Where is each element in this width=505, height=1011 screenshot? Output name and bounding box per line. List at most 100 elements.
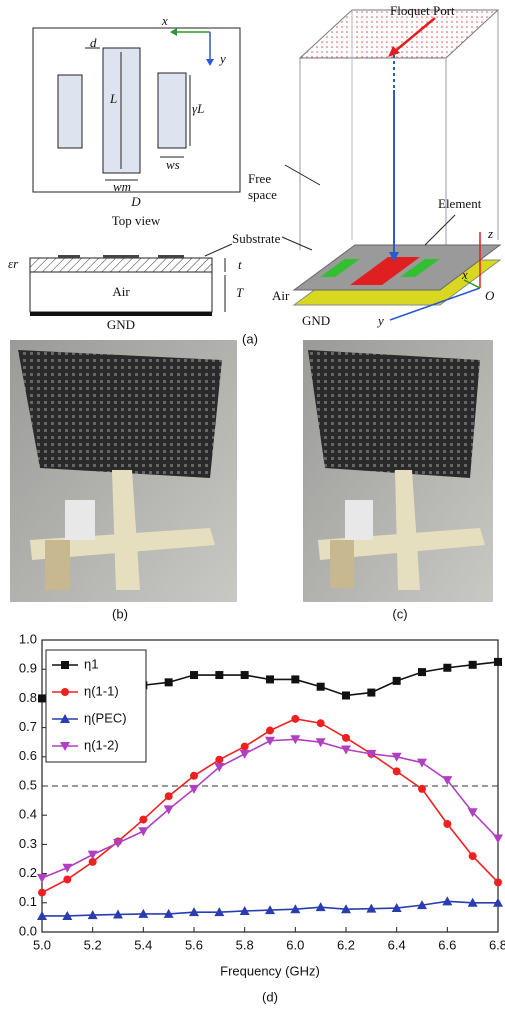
label: γL — [192, 101, 204, 116]
label: ws — [166, 157, 180, 172]
legend-label: η(PEC) — [84, 710, 127, 725]
legend-label: η1 — [84, 656, 98, 671]
caption: Top view — [112, 213, 161, 228]
holder — [45, 540, 70, 590]
y-tick-label: 0.7 — [19, 719, 37, 734]
label: wm — [113, 179, 131, 194]
marker — [393, 767, 401, 775]
marker — [38, 889, 46, 897]
marker — [493, 835, 503, 844]
x-tick-label: 6.2 — [337, 937, 355, 952]
leader-line — [425, 215, 455, 245]
label: z — [487, 226, 493, 241]
arrow-head — [170, 28, 177, 36]
label: GND — [302, 313, 330, 328]
y-tick-label: 0.3 — [19, 836, 37, 851]
y-tick-label: 0.2 — [19, 865, 37, 880]
y-tick-label: 0.5 — [19, 777, 37, 792]
marker — [240, 750, 250, 759]
marker — [190, 671, 198, 679]
y-tick-label: 0.1 — [19, 894, 37, 909]
label: Floquet Port — [390, 3, 455, 18]
marker — [494, 658, 502, 666]
marker — [241, 743, 249, 751]
label: Free — [248, 171, 271, 186]
marker — [165, 792, 173, 800]
y-tick-label: 0.4 — [19, 807, 37, 822]
marker — [417, 759, 427, 768]
marker — [418, 785, 426, 793]
ground-plane — [30, 312, 212, 316]
y-tick-label: 0.6 — [19, 748, 37, 763]
strip-section — [158, 255, 184, 258]
leader-line — [282, 237, 312, 250]
panel-b: (b) — [10, 340, 237, 621]
label: L — [109, 91, 117, 106]
marker — [291, 675, 299, 683]
marker — [190, 772, 198, 780]
horn — [65, 500, 95, 540]
marker — [342, 734, 350, 742]
marker — [418, 668, 426, 676]
x-tick-label: 6.6 — [438, 937, 456, 952]
y-tick-label: 0.0 — [19, 923, 37, 938]
marker — [139, 816, 147, 824]
label: Substrate — [232, 231, 281, 246]
panel-label: (d) — [262, 989, 278, 1004]
label: x — [461, 267, 468, 282]
reflectarray — [18, 350, 222, 478]
marker — [38, 694, 46, 702]
marker — [342, 691, 350, 699]
x-tick-label: 6.4 — [388, 937, 406, 952]
x-tick-label: 5.8 — [236, 937, 254, 952]
x-tick-label: 5.4 — [134, 937, 152, 952]
y-tick-label: 0.9 — [19, 661, 37, 676]
marker — [138, 827, 148, 836]
leader-line — [285, 165, 320, 185]
horn — [345, 500, 373, 540]
marker — [317, 683, 325, 691]
label: D — [130, 194, 141, 209]
panel-label: (b) — [112, 606, 128, 621]
marker — [241, 671, 249, 679]
chart: Frequency (GHz) (d) 0.0 0.1 0.2 0.3 0.4 0.5 0.… — [19, 631, 505, 1004]
marker — [367, 689, 375, 697]
label: Air — [272, 288, 290, 303]
marker — [266, 675, 274, 683]
label: y — [218, 51, 226, 66]
marker — [443, 664, 451, 672]
marker — [317, 719, 325, 727]
arrow-head — [206, 59, 214, 66]
x-tick-label: 5.6 — [185, 937, 203, 952]
holder — [330, 540, 354, 588]
label: O — [485, 288, 495, 303]
label: space — [248, 187, 277, 202]
y-tick-label: 0.8 — [19, 690, 37, 705]
panel-c: (c) — [303, 340, 493, 621]
marker — [393, 677, 401, 685]
marker — [291, 715, 299, 723]
marker — [469, 661, 477, 669]
legend-marker — [61, 688, 69, 696]
marker — [165, 678, 173, 686]
page: x y d L γL wm ws D Top view Substrate εr… — [0, 0, 505, 1011]
marker — [215, 671, 223, 679]
label: Air — [112, 284, 130, 299]
label: εr — [8, 256, 19, 271]
strip-section — [58, 255, 80, 258]
leader-line — [205, 244, 232, 256]
marker — [215, 756, 223, 764]
legend-label: η(1-1) — [84, 683, 119, 698]
strip — [158, 73, 186, 148]
x-axis-label: Frequency (GHz) — [220, 963, 320, 978]
marker — [63, 875, 71, 883]
reflectarray — [308, 350, 480, 478]
legend-label: η(1-2) — [84, 737, 119, 752]
marker — [469, 852, 477, 860]
marker — [494, 878, 502, 886]
label: T — [236, 285, 244, 300]
label: x — [161, 13, 168, 28]
label: t — [238, 257, 242, 272]
legend-marker — [61, 661, 69, 669]
marker — [37, 874, 47, 883]
